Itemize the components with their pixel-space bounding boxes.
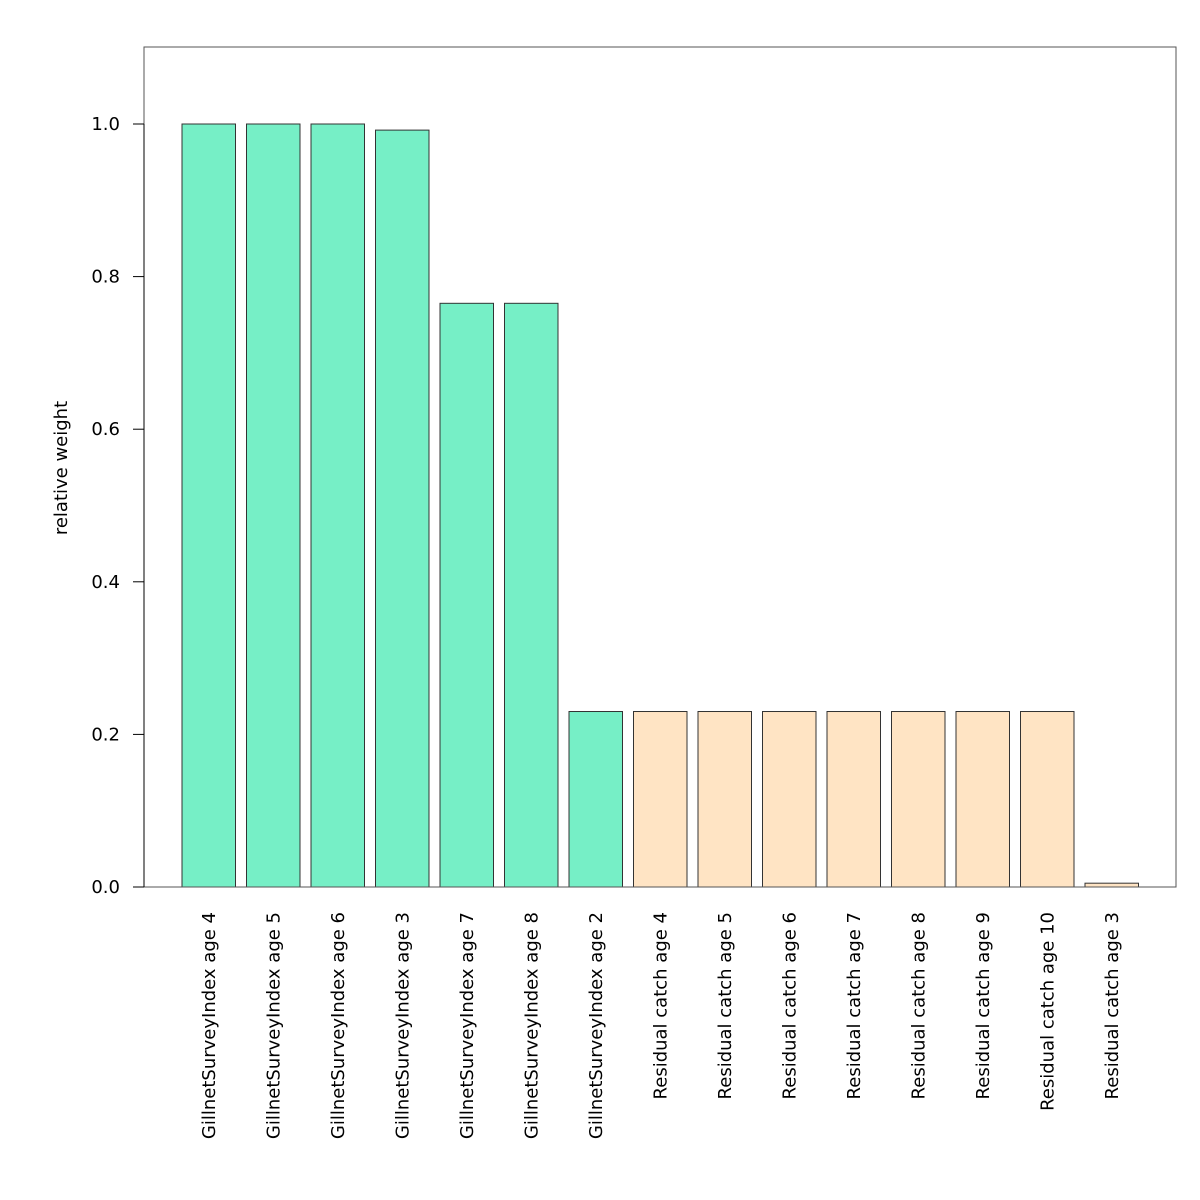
bar-4 (375, 129, 430, 888)
category-label-6: GillnetSurveyIndex age 8 (521, 912, 542, 1139)
category-label-12: Residual catch age 8 (908, 912, 929, 1099)
y-tick-label-4: 0.8 (91, 267, 120, 288)
category-label-3: GillnetSurveyIndex age 6 (328, 912, 349, 1139)
category-label-5: GillnetSurveyIndex age 7 (457, 912, 478, 1139)
bar-6 (504, 302, 559, 888)
x-axis-labels: GillnetSurveyIndex age 4 GillnetSurveyInd… (199, 912, 1123, 1139)
y-tick-label-5: 1.0 (91, 114, 120, 135)
category-label-15: Residual catch age 3 (1102, 912, 1123, 1099)
bar-7 (568, 711, 623, 888)
y-tick-label-3: 0.6 (91, 419, 120, 440)
y-tick-label-0: 0.0 (91, 877, 120, 898)
bar-12 (891, 711, 946, 888)
bars-group (181, 123, 1139, 888)
bar-2 (246, 123, 301, 888)
category-label-10: Residual catch age 6 (779, 912, 800, 1099)
category-label-14: Residual catch age 10 (1037, 912, 1058, 1111)
bar-3 (310, 123, 365, 888)
bar-8 (633, 711, 688, 888)
category-label-4: GillnetSurveyIndex age 3 (392, 912, 413, 1139)
category-label-11: Residual catch age 7 (844, 912, 865, 1099)
category-label-1: GillnetSurveyIndex age 4 (199, 912, 220, 1139)
bar-1 (181, 123, 236, 888)
category-label-2: GillnetSurveyIndex age 5 (263, 912, 284, 1139)
y-axis: 0.0 0.2 0.4 0.6 0.8 1.0 (91, 114, 145, 898)
bar-15 (1084, 882, 1139, 888)
bar-11 (826, 711, 881, 888)
category-label-9: Residual catch age 5 (715, 912, 736, 1099)
y-tick-label-2: 0.4 (91, 572, 120, 593)
y-tick-label-1: 0.2 (91, 724, 120, 745)
category-label-8: Residual catch age 4 (650, 912, 671, 1099)
bar-5 (439, 302, 494, 888)
category-label-7: GillnetSurveyIndex age 2 (586, 912, 607, 1139)
bar-9 (697, 711, 752, 888)
bar-10 (762, 711, 817, 888)
category-label-13: Residual catch age 9 (973, 912, 994, 1099)
y-axis-label: relative weight (51, 401, 72, 535)
bar-14 (1020, 711, 1075, 888)
bar-13 (955, 711, 1010, 888)
